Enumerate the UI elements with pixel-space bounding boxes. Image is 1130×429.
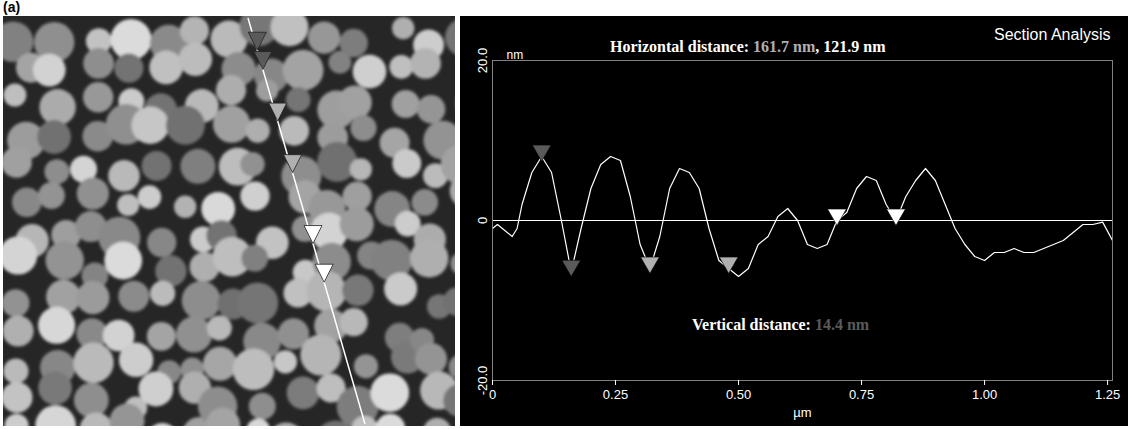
svg-text:µm: µm bbox=[793, 405, 811, 420]
svg-text:Section Analysis: Section Analysis bbox=[994, 26, 1111, 43]
html-text:(a): (a) bbox=[3, 0, 21, 15]
svg-text:-20.0: -20.0 bbox=[475, 366, 490, 396]
svg-text:0.75: 0.75 bbox=[849, 387, 874, 402]
svg-text:0.25: 0.25 bbox=[603, 387, 628, 402]
svg-text:nm: nm bbox=[507, 48, 524, 62]
svg-text:0: 0 bbox=[489, 387, 496, 402]
svg-text:1.25: 1.25 bbox=[1095, 387, 1120, 402]
svg-text:0: 0 bbox=[475, 217, 490, 224]
svg-text:0.50: 0.50 bbox=[726, 387, 751, 402]
html-text:Vertical distance: 14.4 nm: Vertical distance: 14.4 nm bbox=[692, 316, 870, 333]
html-text:Horizontal distance: 161.7 nm,: Horizontal distance: 161.7 nm, 121.9 nm bbox=[610, 38, 886, 55]
svg-text:20.0: 20.0 bbox=[475, 48, 490, 73]
svg-text:1.00: 1.00 bbox=[972, 387, 997, 402]
